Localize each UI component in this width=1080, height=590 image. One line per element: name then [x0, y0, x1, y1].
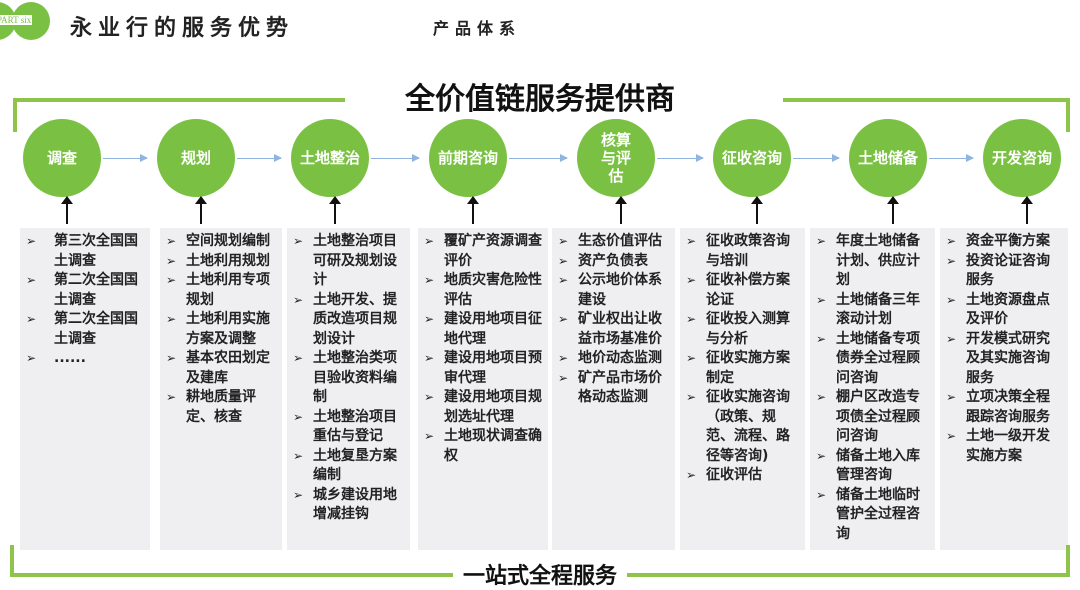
up-arrow-icon [467, 196, 479, 224]
service-item: 储备土地临时管护全过程咨询 [816, 486, 929, 545]
up-arrow-icon [615, 196, 627, 224]
top-right-bracket-vertical [1066, 98, 1070, 132]
service-item: ...... [26, 349, 144, 369]
up-arrow-icon [195, 196, 207, 224]
service-item: 棚户区改造专项债全过程顾问咨询 [816, 388, 929, 447]
service-item: 征收政策咨询与培训 [686, 232, 799, 271]
header-subtitle: 产品体系 [433, 19, 522, 38]
stage-label: 征收咨询 [721, 149, 782, 167]
stage-circle: 土地储备 [849, 119, 927, 197]
stage-detail-box: 土地整治项目可研及规划设计土地开发、提质改造项目规划设计土地整治类项目验收资料编… [287, 228, 410, 550]
service-item: 土地开发、提质改造项目规划设计 [293, 291, 404, 350]
bottom-bracket-right [1066, 545, 1070, 577]
stage-detail-box: 空间规划编制土地利用规划土地利用专项规划土地利用实施方案及调整基本农田划定及建库… [160, 228, 282, 550]
flow-arrow-icon [657, 154, 704, 162]
stage-circle: 前期咨询 [429, 119, 507, 197]
stage-label: 调查 [46, 149, 77, 167]
service-item: 地价动态监测 [558, 349, 669, 369]
service-item: 耕地质量评定、核查 [166, 388, 276, 427]
up-arrow-icon [61, 196, 73, 224]
service-item: 公示地价体系建设 [558, 271, 669, 310]
service-item: 矿业权出让收益市场基准价 [558, 310, 669, 349]
stage-detail-box: 第三次全国国土调查第二次全国国土调查第二次全国国土调查...... [20, 228, 150, 550]
flow-arrow-icon [237, 154, 282, 162]
service-item: 投资论证咨询服务 [946, 252, 1062, 291]
main-title: 全价值链服务提供商 [405, 82, 675, 117]
stage-label: 规划 [180, 149, 211, 167]
flow-arrow-icon [371, 154, 420, 162]
service-item: 土地储备三年滚动计划 [816, 291, 929, 330]
service-item: 建设用地项目预审代理 [424, 349, 542, 388]
flow-arrow-icon [929, 154, 974, 162]
flow-arrow-icon [103, 154, 148, 162]
service-item: 征收投入测算与分析 [686, 310, 799, 349]
service-item: 第二次全国国土调查 [26, 271, 144, 310]
service-item: 基本农田划定及建库 [166, 349, 276, 388]
stage-circle: 核算与评估 [577, 119, 655, 197]
service-item: 立项决策全程跟踪咨询服务 [946, 388, 1062, 427]
top-left-bracket-vertical [13, 98, 17, 132]
service-item: 储备土地入库管理咨询 [816, 447, 929, 486]
service-item: 土地利用规划 [166, 252, 276, 272]
stage-label: 前期咨询 [437, 149, 498, 167]
bottom-title-text: 一站式全程服务 [452, 564, 627, 589]
service-item: 土地整治项目可研及规划设计 [293, 232, 404, 291]
service-item: 资产负债表 [558, 252, 669, 272]
service-item: 资金平衡方案 [946, 232, 1062, 252]
top-left-bracket [13, 98, 345, 102]
stage-circle: 土地整治 [291, 119, 369, 197]
service-item: 第二次全国国土调查 [26, 310, 144, 349]
up-arrow-icon [887, 196, 899, 224]
service-item: 征收补偿方案论证 [686, 271, 799, 310]
service-item: 土地现状调查确权 [424, 427, 542, 466]
service-item: 土地储备专项债券全过程顾问咨询 [816, 330, 929, 389]
service-item: 土地一级开发实施方案 [946, 427, 1062, 466]
service-item: 土地利用实施方案及调整 [166, 310, 276, 349]
service-item: 生态价值评估 [558, 232, 669, 252]
stage-label: 开发咨询 [991, 149, 1052, 167]
service-item: 土地整治类项目验收资料编制 [293, 349, 404, 408]
stage-detail-box: 生态价值评估资产负债表公示地价体系建设矿业权出让收益市场基准价地价动态监测矿产品… [552, 228, 675, 550]
service-item: 土地资源盘点及评价 [946, 291, 1062, 330]
service-item: 覆矿产资源调查评价 [424, 232, 542, 271]
stage-detail-box: 资金平衡方案投资论证咨询服务土地资源盘点及评价开发模式研究及其实施咨询服务立项决… [940, 228, 1068, 550]
bottom-title: 一站式全程服务 [0, 558, 1080, 590]
service-item: 年度土地储备计划、供应计划 [816, 232, 929, 291]
flow-arrow-icon [793, 154, 840, 162]
stage-detail-box: 覆矿产资源调查评价地质灾害危险性评估建设用地项目征地代理建设用地项目预审代理建设… [418, 228, 548, 550]
stage-circle: 开发咨询 [983, 119, 1061, 197]
up-arrow-icon [751, 196, 763, 224]
header-title: 永业行的服务优势 [70, 16, 295, 41]
service-item: 土地整治项目重估与登记 [293, 408, 404, 447]
service-item: 建设用地项目征地代理 [424, 310, 542, 349]
stage-circle: 调查 [23, 119, 101, 197]
service-item: 征收评估 [686, 466, 799, 486]
service-item: 征收实施方案制定 [686, 349, 799, 388]
up-arrow-icon [1021, 196, 1033, 224]
stage-circle: 规划 [157, 119, 235, 197]
service-item: 矿产品市场价格动态监测 [558, 369, 669, 408]
service-item: 土地利用专项规划 [166, 271, 276, 310]
service-item: 空间规划编制 [166, 232, 276, 252]
stage-detail-box: 征收政策咨询与培训征收补偿方案论证征收投入测算与分析征收实施方案制定征收实施咨询… [680, 228, 805, 550]
stage-label: 土地整治 [299, 149, 360, 167]
logo-text: PART six [0, 15, 33, 25]
flow-arrow-icon [509, 154, 568, 162]
service-item: 开发模式研究及其实施咨询服务 [946, 330, 1062, 389]
service-item: 城乡建设用地增减挂钩 [293, 486, 404, 525]
service-item: 建设用地项目规划选址代理 [424, 388, 542, 427]
service-item: 征收实施咨询（政策、规范、流程、路径等咨询) [686, 388, 799, 466]
stage-label: 核算与评估 [600, 131, 631, 185]
stage-label: 土地储备 [857, 149, 918, 167]
stage-circle: 征收咨询 [713, 119, 791, 197]
stage-detail-box: 年度土地储备计划、供应计划土地储备三年滚动计划土地储备专项债券全过程顾问咨询棚户… [810, 228, 935, 550]
logo: PART six [0, 2, 50, 42]
service-item: 第三次全国国土调查 [26, 232, 144, 271]
service-item: 土地复垦方案编制 [293, 447, 404, 486]
bottom-bracket-left [10, 545, 14, 577]
top-right-bracket [783, 98, 1070, 102]
up-arrow-icon [329, 196, 341, 224]
service-item: 地质灾害危险性评估 [424, 271, 542, 310]
